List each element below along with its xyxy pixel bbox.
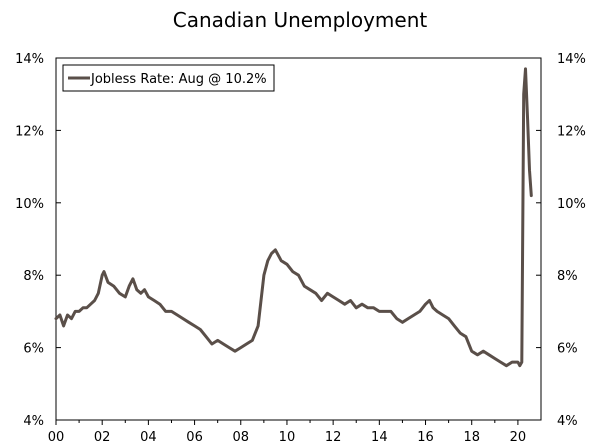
x-tick-label: 16 [417, 430, 434, 445]
chart-title: Canadian Unemployment [173, 8, 428, 32]
x-tick-label: 06 [186, 430, 203, 445]
x-tick-label: 14 [371, 430, 388, 445]
x-tick-label: 18 [463, 430, 480, 445]
series-layer [54, 67, 533, 368]
y-axis-right: 4% 6% 8% 10% 12% 14% [536, 52, 586, 429]
legend-label: Jobless Rate: Aug @ 10.2% [90, 72, 267, 87]
x-tick-label: 00 [48, 430, 65, 445]
y-axis-left: 4% 6% 8% 10% 12% 14% [15, 52, 61, 429]
y-tick-label-right: 8% [557, 269, 578, 284]
legend: Jobless Rate: Aug @ 10.2% [62, 64, 275, 92]
y-tick-label-right: 4% [557, 414, 578, 429]
y-tick-label-right: 6% [557, 342, 578, 357]
x-tick-label: 04 [140, 430, 157, 445]
y-tick-label-left: 6% [23, 342, 44, 357]
x-tick-label: 02 [94, 430, 111, 445]
series-line-jobless-rate [54, 67, 533, 368]
y-tick-label-right: 12% [557, 124, 586, 139]
x-tick-label: 08 [232, 430, 249, 445]
x-tick-label: 10 [279, 430, 296, 445]
legend-box [62, 64, 275, 92]
plot-frame [55, 57, 542, 421]
y-tick-label-right: 10% [557, 197, 586, 212]
y-tick-label-left: 14% [15, 52, 44, 67]
y-tick-label-left: 12% [15, 124, 44, 139]
y-tick-label-left: 8% [23, 269, 44, 284]
y-tick-label-left: 4% [23, 414, 44, 429]
y-tick-label-left: 10% [15, 197, 44, 212]
x-tick-label: 12 [325, 430, 342, 445]
plot-area-border [55, 57, 542, 421]
x-tick-label: 20 [510, 430, 527, 445]
x-axis: 00 02 04 06 08 10 12 14 16 18 20 [48, 420, 526, 445]
y-tick-label-right: 14% [557, 52, 586, 67]
